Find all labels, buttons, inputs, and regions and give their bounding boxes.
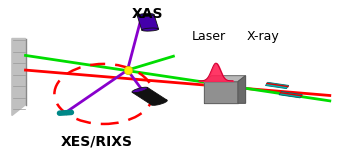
Text: XAS: XAS xyxy=(132,7,164,21)
FancyBboxPatch shape xyxy=(137,14,158,30)
Polygon shape xyxy=(204,76,245,82)
FancyBboxPatch shape xyxy=(132,87,167,105)
Polygon shape xyxy=(12,38,26,116)
FancyBboxPatch shape xyxy=(279,91,302,98)
Ellipse shape xyxy=(137,14,154,17)
Ellipse shape xyxy=(151,100,167,105)
Text: XES/RIXS: XES/RIXS xyxy=(61,135,133,149)
Text: X-ray: X-ray xyxy=(246,30,279,43)
FancyBboxPatch shape xyxy=(266,82,289,89)
Ellipse shape xyxy=(132,87,148,93)
Ellipse shape xyxy=(142,28,158,31)
Polygon shape xyxy=(238,76,245,103)
Polygon shape xyxy=(204,82,238,103)
Text: Laser: Laser xyxy=(192,30,226,43)
